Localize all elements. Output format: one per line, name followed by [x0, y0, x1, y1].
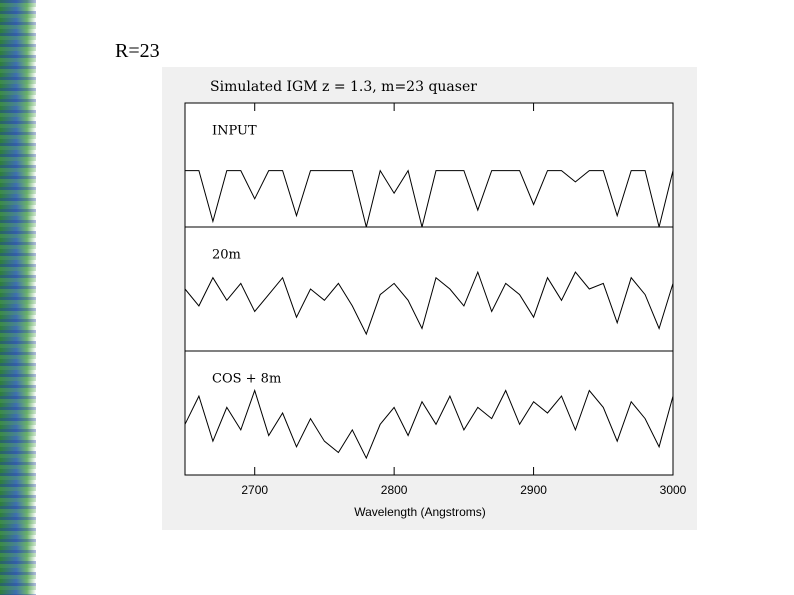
- panel-label: COS + 8m: [212, 372, 281, 387]
- spectrum-line: [185, 169, 674, 228]
- slide-title: R=23: [115, 40, 160, 62]
- x-axis-label: Wavelength (Angstroms): [354, 505, 486, 519]
- decor-strip: [0, 0, 36, 595]
- x-tick-label: 2900: [520, 483, 547, 497]
- panel-label: INPUT: [212, 124, 257, 139]
- x-tick-label: 3000: [660, 483, 687, 497]
- spectrum-line: [184, 388, 674, 460]
- x-tick-label: 2800: [381, 483, 408, 497]
- x-tick-label: 2700: [241, 483, 268, 497]
- decor-strip: [0, 0, 36, 595]
- panel-frame: [184, 226, 674, 352]
- spectrum-line: [184, 270, 674, 336]
- panel-label: 20m: [212, 248, 241, 263]
- panel-frame: [184, 102, 674, 228]
- chart-title: Simulated IGM z = 1.3, m=23 quaser: [210, 79, 477, 95]
